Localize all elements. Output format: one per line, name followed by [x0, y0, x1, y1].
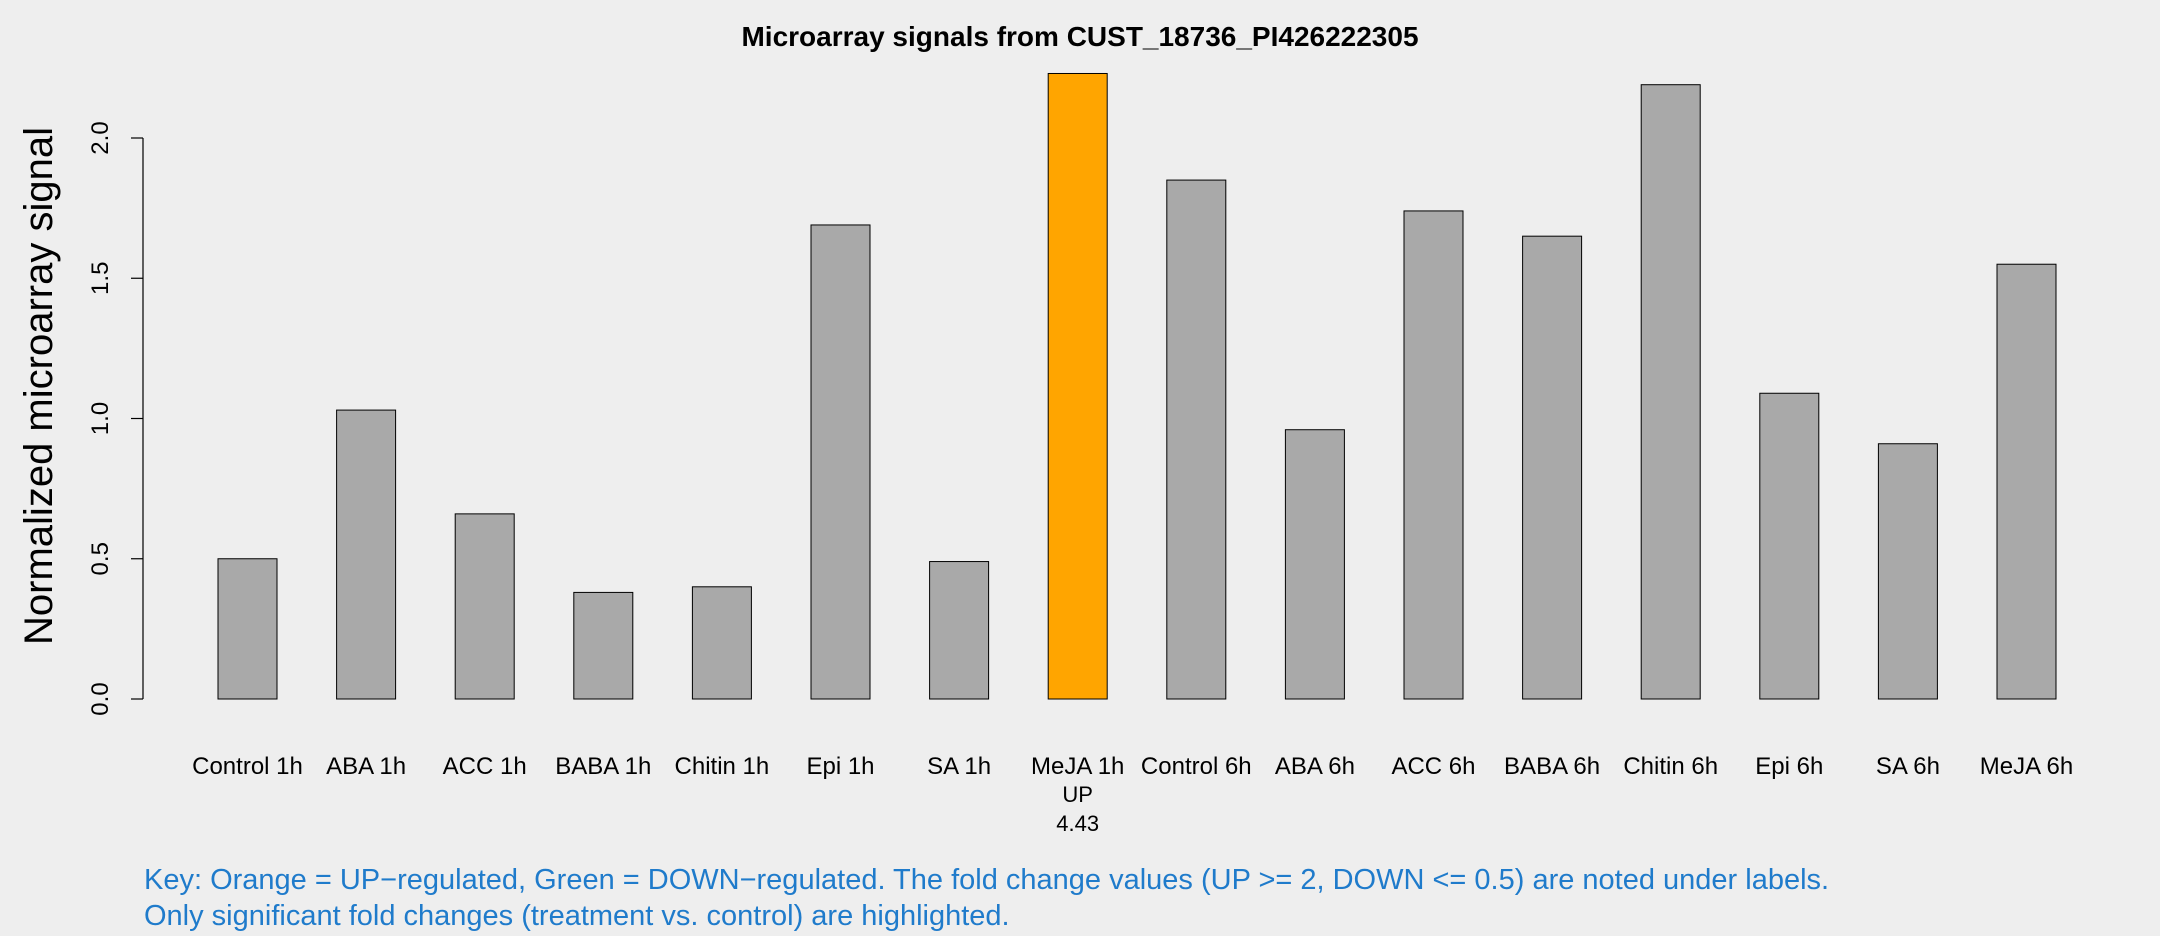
- bar: [810, 224, 871, 700]
- bars-group: [217, 72, 2057, 700]
- x-tick-label: ABA 1h: [326, 753, 406, 780]
- bar: [1759, 392, 1820, 700]
- bar: [1996, 263, 2057, 700]
- x-tick-label: BABA 1h: [555, 753, 651, 780]
- key-line-1: Key: Orange = UP−regulated, Green = DOWN…: [144, 864, 1830, 896]
- key-line-2: Only significant fold changes (treatment…: [144, 900, 1010, 932]
- x-tick-label: Epi 6h: [1755, 753, 1823, 780]
- bar: [1166, 179, 1227, 700]
- bar: [573, 591, 634, 700]
- bar: [1403, 210, 1464, 700]
- bar-chart: Microarray signals from CUST_18736_PI426…: [17, 21, 2073, 836]
- x-tick-label: SA 1h: [927, 753, 991, 780]
- fold-change-label: 4.43: [1056, 811, 1099, 836]
- y-tick-label: 0.0: [87, 682, 114, 715]
- x-tick-label: SA 6h: [1876, 753, 1940, 780]
- x-tick-label: MeJA 6h: [1980, 753, 2073, 780]
- x-tick-label: Chitin 1h: [675, 753, 770, 780]
- bar: [1877, 443, 1938, 700]
- chart-title: Microarray signals from CUST_18736_PI426…: [741, 21, 1418, 52]
- bar: [454, 513, 515, 700]
- y-tick-label: 1.5: [87, 262, 114, 295]
- x-tick-label: Chitin 6h: [1623, 753, 1718, 780]
- y-tick-label: 1.0: [87, 402, 114, 435]
- y-axis-title: Normalized microarray signal: [17, 127, 61, 645]
- y-tick-label: 2.0: [87, 121, 114, 154]
- y-axis: 0.0 0.5 1.0 1.5 2.0: [87, 121, 144, 716]
- x-tick-label: ABA 6h: [1275, 753, 1355, 780]
- x-tick-label: ACC 6h: [1391, 753, 1475, 780]
- bar: [336, 409, 397, 700]
- bar: [1284, 429, 1345, 700]
- x-tick-label: MeJA 1h: [1031, 753, 1124, 780]
- x-tick-label: Epi 1h: [806, 753, 874, 780]
- x-tick-label: Control 6h: [1141, 753, 1252, 780]
- y-tick-label: 0.5: [87, 542, 114, 575]
- category-labels: Control 1h ABA 1h ACC 1h BABA 1h Chitin 1h Ep…: [192, 753, 2073, 836]
- key-note: Key: Orange = UP−regulated, Green = DOWN…: [144, 862, 1829, 934]
- bar: [929, 561, 990, 700]
- x-tick-label: BABA 6h: [1504, 753, 1600, 780]
- bar: [691, 586, 752, 700]
- regulation-direction-label: UP: [1062, 782, 1093, 807]
- bar: [217, 558, 278, 700]
- bar: [1047, 72, 1108, 700]
- bar: [1640, 84, 1701, 700]
- x-tick-label: Control 1h: [192, 753, 303, 780]
- x-tick-label: ACC 1h: [443, 753, 527, 780]
- bar: [1522, 235, 1583, 700]
